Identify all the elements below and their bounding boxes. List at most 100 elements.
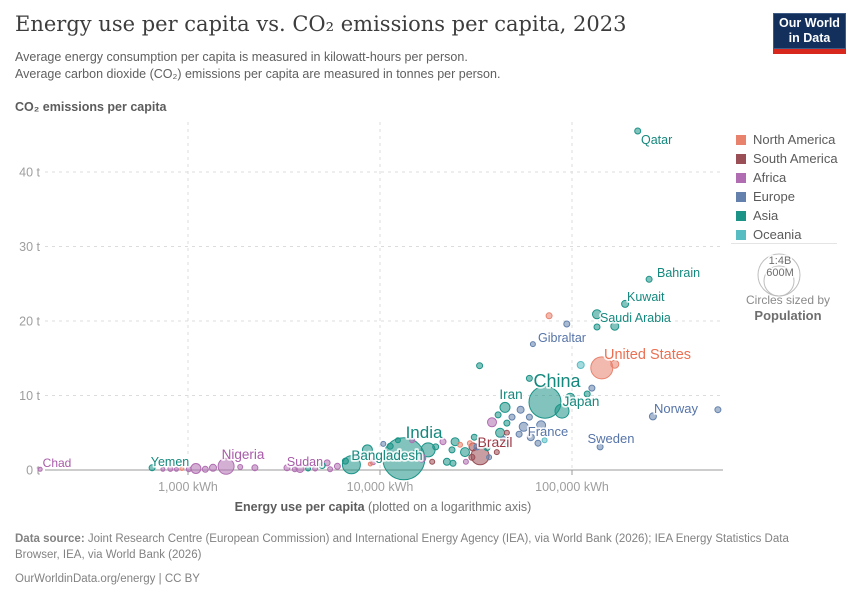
- data-point-af-91[interactable]: [160, 466, 166, 472]
- data-point-eu-44[interactable]: [525, 413, 533, 421]
- data-point-af-92[interactable]: [173, 466, 179, 472]
- data-point-as-56[interactable]: [432, 443, 440, 451]
- data-point-as-39[interactable]: [476, 362, 484, 370]
- data-point-eu-81[interactable]: [380, 440, 387, 447]
- data-point-na-93[interactable]: [179, 466, 185, 471]
- data-point-france[interactable]: [536, 420, 547, 431]
- data-point-af-30[interactable]: [209, 463, 217, 472]
- data-point-sa-73[interactable]: [503, 429, 510, 436]
- data-point-na-74[interactable]: [457, 441, 463, 448]
- data-point-japan[interactable]: [554, 403, 570, 419]
- data-point-saudi-arabia[interactable]: [592, 309, 602, 320]
- country-label-norway[interactable]: Norway: [652, 399, 700, 418]
- country-label-brazil[interactable]: Brazil: [476, 432, 515, 452]
- data-point-eu-40[interactable]: [588, 384, 596, 392]
- country-label-nigeria[interactable]: Nigeria: [220, 445, 267, 464]
- data-point-as-51[interactable]: [483, 444, 491, 452]
- data-point-eu-50[interactable]: [473, 443, 481, 451]
- data-point-eu-37[interactable]: [563, 320, 571, 328]
- country-label-sudan[interactable]: Sudan: [285, 453, 325, 471]
- data-point-qatar[interactable]: [634, 127, 642, 135]
- data-point-af-87[interactable]: [312, 465, 319, 472]
- country-label-france[interactable]: France: [526, 422, 570, 441]
- country-label-china[interactable]: China: [532, 369, 584, 393]
- country-label-bahrain[interactable]: Bahrain: [655, 264, 702, 282]
- owid-logo[interactable]: Our World in Data: [773, 13, 846, 54]
- legend-item-oceania[interactable]: Oceania: [736, 225, 838, 244]
- legend-item-asia[interactable]: Asia: [736, 206, 838, 225]
- legend-item-africa[interactable]: Africa: [736, 168, 838, 187]
- data-point-as-88[interactable]: [504, 442, 511, 449]
- legend-item-south-america[interactable]: South America: [736, 149, 838, 168]
- data-point-as-41[interactable]: [525, 374, 533, 382]
- data-point-af-64[interactable]: [283, 464, 291, 472]
- data-point-eu-45[interactable]: [534, 439, 542, 447]
- data-point-eu-42[interactable]: [714, 406, 722, 414]
- country-label-gibraltar[interactable]: Gibraltar: [536, 329, 587, 347]
- legend-item-europe[interactable]: Europe: [736, 187, 838, 206]
- data-point-eu-68[interactable]: [500, 436, 507, 443]
- data-point-af-62[interactable]: [201, 465, 209, 473]
- data-point-china[interactable]: [528, 385, 562, 419]
- data-point-chad[interactable]: [37, 466, 43, 472]
- data-point-as-66[interactable]: [318, 462, 326, 469]
- country-label-saudi-arabia[interactable]: Saudi Arabia: [598, 309, 672, 327]
- data-point-as-9[interactable]: [361, 444, 373, 456]
- data-point-na-71[interactable]: [466, 440, 473, 447]
- data-point-as-19[interactable]: [610, 321, 620, 331]
- data-point-as-53[interactable]: [448, 446, 456, 454]
- data-point-af-59[interactable]: [355, 451, 363, 459]
- data-point-as-60[interactable]: [341, 457, 349, 465]
- data-point-af-79[interactable]: [409, 437, 416, 444]
- country-label-iran[interactable]: Iran: [498, 385, 525, 404]
- legend-item-north-america[interactable]: North America: [736, 130, 838, 149]
- data-point-as-43[interactable]: [583, 390, 591, 398]
- data-point-af-85[interactable]: [291, 466, 298, 473]
- data-point-eu-46[interactable]: [515, 430, 523, 438]
- data-point-af-83[interactable]: [185, 466, 192, 473]
- data-point-as-80[interactable]: [394, 437, 401, 444]
- data-point-iran[interactable]: [499, 401, 511, 413]
- country-label-india[interactable]: India: [404, 421, 445, 444]
- data-point-oc-26[interactable]: [576, 361, 585, 369]
- data-point-as-49[interactable]: [494, 411, 502, 419]
- data-point-af-23[interactable]: [417, 453, 427, 463]
- data-point-af-10[interactable]: [190, 463, 202, 474]
- country-label-japan[interactable]: Japan: [561, 392, 601, 411]
- data-point-kuwait[interactable]: [621, 299, 630, 308]
- data-point-af-78[interactable]: [327, 466, 334, 473]
- data-point-as-31[interactable]: [412, 448, 421, 457]
- data-point-eu-27[interactable]: [516, 405, 525, 414]
- data-point-nigeria[interactable]: [217, 457, 235, 475]
- data-point-as-38[interactable]: [593, 323, 601, 331]
- data-point-sweden[interactable]: [596, 443, 604, 451]
- data-point-as-86[interactable]: [305, 465, 312, 472]
- data-point-as-21[interactable]: [450, 437, 460, 447]
- data-point-na-20[interactable]: [610, 359, 620, 369]
- data-point-as-54[interactable]: [449, 459, 457, 467]
- data-point-as-48[interactable]: [503, 419, 511, 427]
- data-point-af-16[interactable]: [487, 417, 497, 428]
- data-point-na-90[interactable]: [367, 461, 373, 467]
- data-point-eu-28[interactable]: [526, 433, 535, 442]
- data-point-af-75[interactable]: [462, 458, 469, 465]
- country-label-bangladesh[interactable]: Bangladesh: [350, 446, 425, 465]
- data-point-as-29[interactable]: [442, 457, 451, 466]
- footer-link[interactable]: OurWorldinData.org/energy: [15, 573, 156, 585]
- country-label-sweden[interactable]: Sweden: [586, 429, 636, 448]
- country-label-united-states[interactable]: United States: [602, 345, 693, 365]
- data-point-af-61[interactable]: [333, 462, 341, 470]
- data-point-oc-70[interactable]: [541, 437, 548, 444]
- data-point-eu-76[interactable]: [486, 454, 493, 461]
- data-point-as-17[interactable]: [460, 447, 470, 458]
- data-point-bahrain[interactable]: [645, 275, 653, 283]
- country-label-qatar[interactable]: Qatar: [639, 131, 674, 149]
- data-point-sa-77[interactable]: [429, 458, 436, 465]
- data-point-gibraltar[interactable]: [529, 341, 536, 348]
- data-point-norway[interactable]: [648, 412, 657, 421]
- data-point-as-13[interactable]: [565, 392, 576, 403]
- data-point-af-84[interactable]: [237, 464, 244, 470]
- scatter-plot[interactable]: 0 t 10 t 20 t 30 t 40 t 1,000 kWh 10,000 kWh 10…: [0, 0, 850, 530]
- data-point-eu-14[interactable]: [518, 421, 529, 432]
- country-label-chad[interactable]: Chad: [41, 454, 73, 472]
